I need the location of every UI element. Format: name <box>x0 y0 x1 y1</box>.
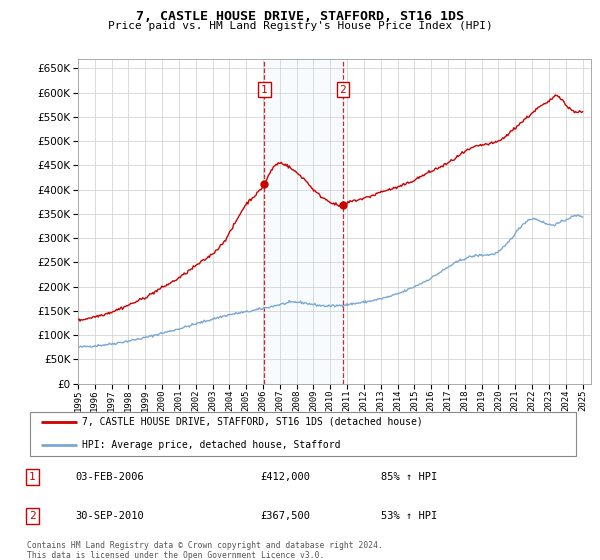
Text: 2: 2 <box>29 511 36 521</box>
Text: £367,500: £367,500 <box>260 511 310 521</box>
Text: 2: 2 <box>340 85 346 95</box>
Text: 7, CASTLE HOUSE DRIVE, STAFFORD, ST16 1DS (detached house): 7, CASTLE HOUSE DRIVE, STAFFORD, ST16 1D… <box>82 417 423 427</box>
Text: 30-SEP-2010: 30-SEP-2010 <box>76 511 145 521</box>
Text: 53% ↑ HPI: 53% ↑ HPI <box>381 511 437 521</box>
Text: 85% ↑ HPI: 85% ↑ HPI <box>381 472 437 482</box>
Text: 03-FEB-2006: 03-FEB-2006 <box>76 472 145 482</box>
Text: 7, CASTLE HOUSE DRIVE, STAFFORD, ST16 1DS: 7, CASTLE HOUSE DRIVE, STAFFORD, ST16 1D… <box>136 10 464 23</box>
Text: Contains HM Land Registry data © Crown copyright and database right 2024.
This d: Contains HM Land Registry data © Crown c… <box>27 541 383 560</box>
Text: 1: 1 <box>261 85 268 95</box>
Text: HPI: Average price, detached house, Stafford: HPI: Average price, detached house, Staf… <box>82 440 341 450</box>
Text: £412,000: £412,000 <box>260 472 310 482</box>
Text: Price paid vs. HM Land Registry's House Price Index (HPI): Price paid vs. HM Land Registry's House … <box>107 21 493 31</box>
Bar <box>265 59 343 384</box>
Text: 1: 1 <box>29 472 36 482</box>
FancyBboxPatch shape <box>30 412 576 456</box>
